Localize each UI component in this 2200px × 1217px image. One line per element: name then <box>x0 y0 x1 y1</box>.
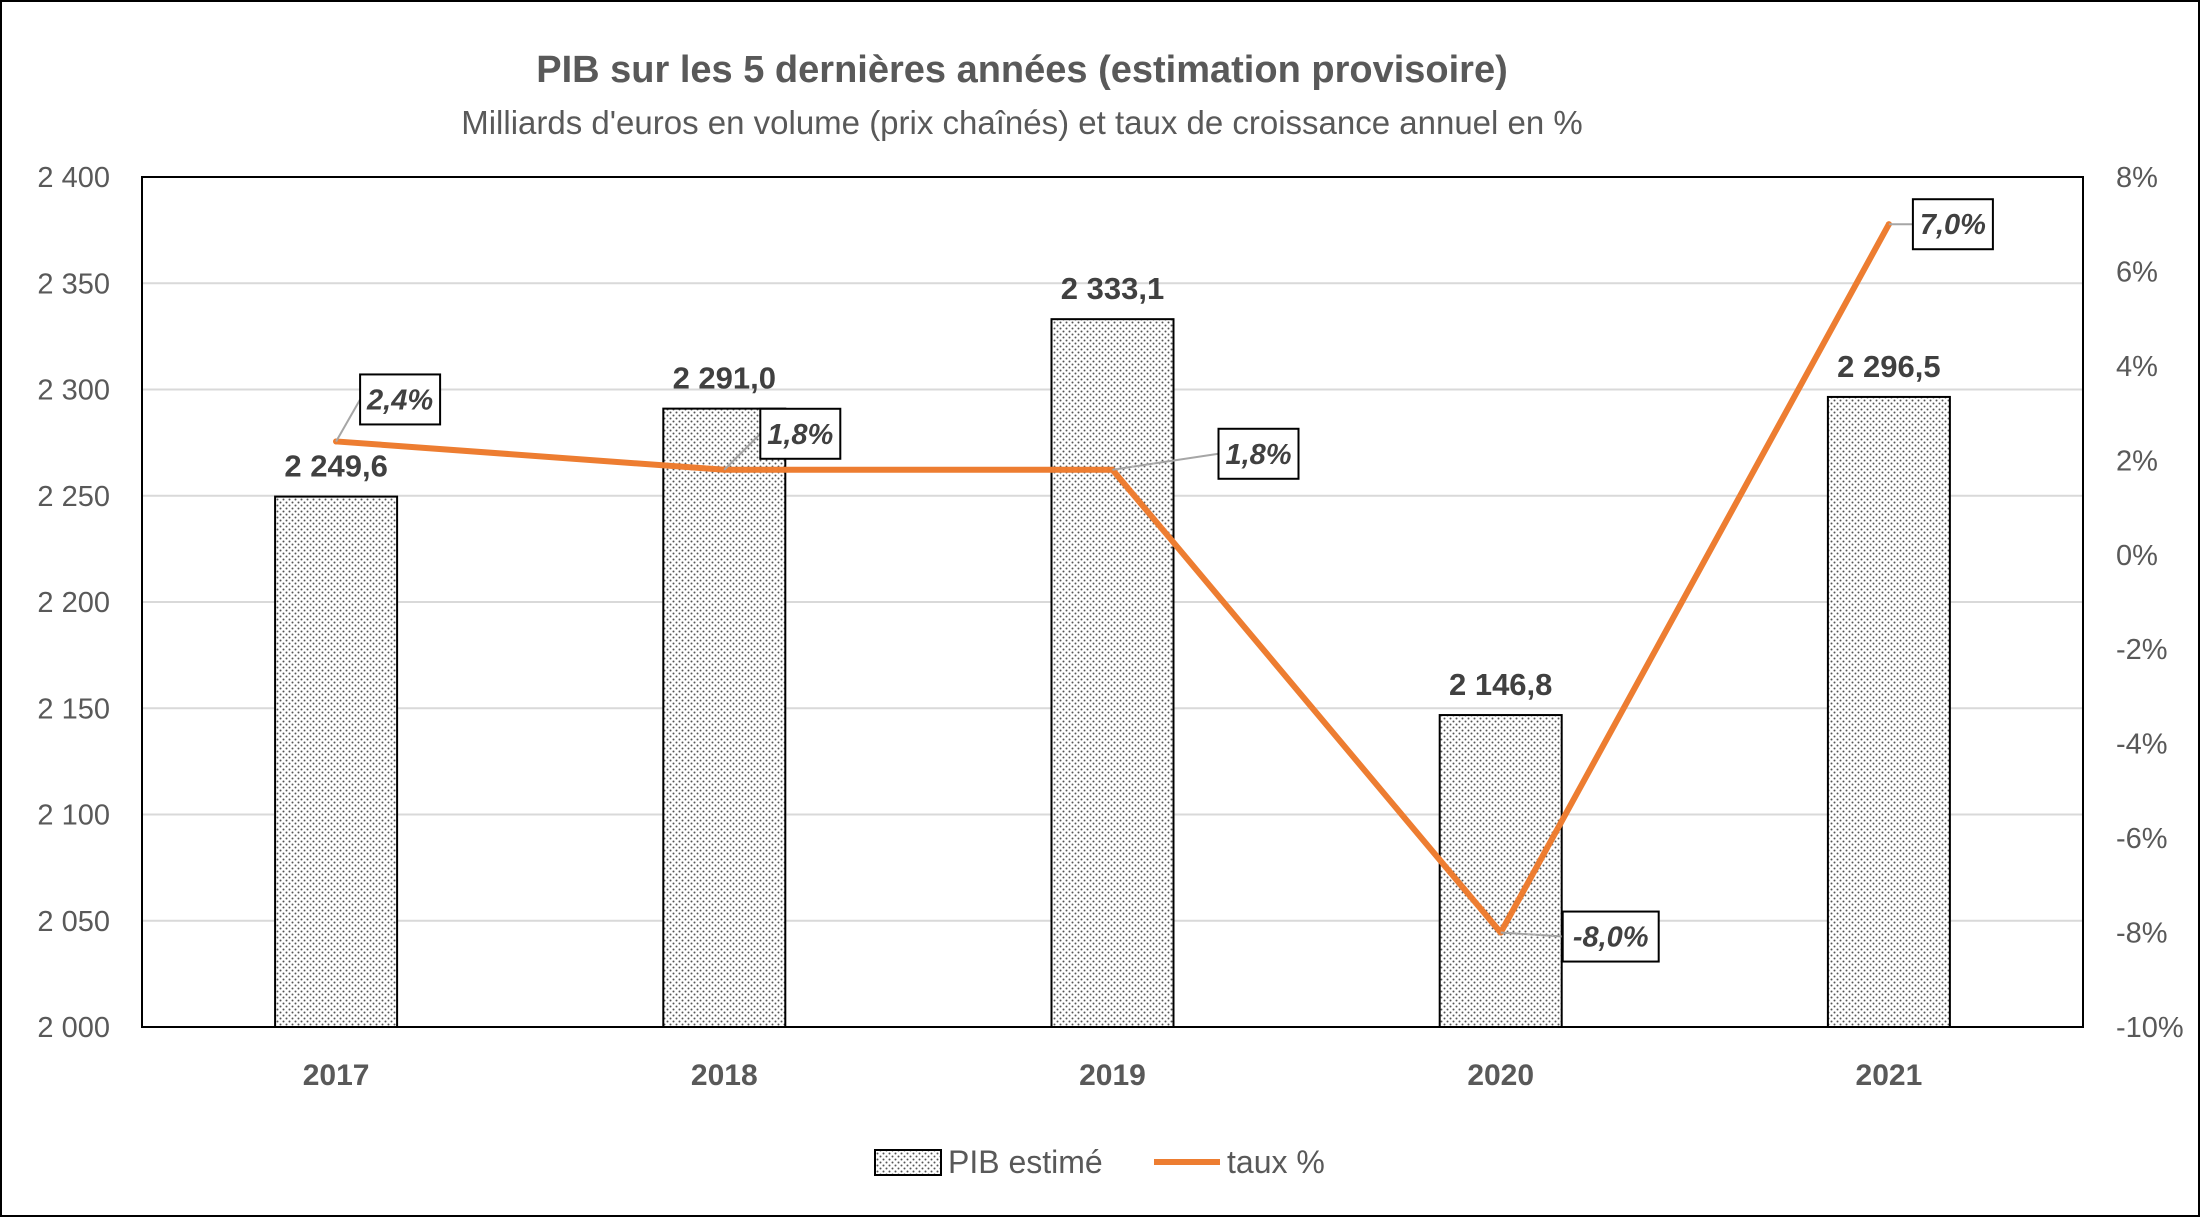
plot-area <box>141 176 2084 1028</box>
left-tick-label: 2 250 <box>37 481 110 513</box>
right-tick-label: 2% <box>2116 445 2158 477</box>
bar-value-label: 2 333,1 <box>1061 271 1164 306</box>
right-tick-label: -6% <box>2116 823 2168 855</box>
left-tick-label: 2 100 <box>37 800 110 832</box>
rate-value-label: 7,0% <box>1920 209 1986 241</box>
rate-leader-line <box>1112 452 1219 471</box>
right-tick-label: 8% <box>2116 162 2158 194</box>
right-tick-label: 6% <box>2116 256 2158 288</box>
rate-label-box <box>759 407 842 460</box>
data-labels: 2 249,6 2 291,0 2 333,1 2 146,8 2 296,5 2,4% 1… <box>284 198 1994 963</box>
right-tick-label: 4% <box>2116 351 2158 383</box>
bar-value-label: 2 291,0 <box>673 361 776 396</box>
rate-label-box <box>1561 910 1660 963</box>
legend-label-taux: taux % <box>1227 1144 1325 1180</box>
legend-label-pib: PIB estimé <box>948 1144 1103 1180</box>
right-axis: -10% -8% -6% -4% -2% 0% 2% 4% 6% 8% <box>2116 162 2184 1044</box>
bar <box>1050 318 1175 1029</box>
chart-title: PIB sur les 5 dernières années (estimati… <box>536 49 1507 91</box>
rate-value-label: 2,4% <box>366 384 433 416</box>
rate-leader-line <box>723 433 762 471</box>
rate-value-label: 1,8% <box>1225 439 1291 471</box>
category-label: 2017 <box>303 1059 370 1092</box>
right-tick-label: 0% <box>2116 540 2158 572</box>
category-label: 2020 <box>1467 1059 1534 1092</box>
rate-label-box <box>359 373 442 426</box>
left-tick-label: 2 000 <box>37 1012 110 1044</box>
right-tick-label: -8% <box>2116 918 2168 950</box>
left-tick-label: 2 400 <box>37 162 110 194</box>
rate-value-label: -8,0% <box>1573 922 1649 954</box>
category-label: 2019 <box>1079 1059 1146 1092</box>
right-tick-label: -4% <box>2116 729 2168 761</box>
bar-series <box>274 318 1951 1029</box>
right-tick-label: -2% <box>2116 634 2168 666</box>
left-tick-label: 2 150 <box>37 693 110 725</box>
right-tick-label: -10% <box>2116 1012 2184 1044</box>
rate-leader-line <box>335 398 361 442</box>
left-axis: 2 000 2 050 2 100 2 150 2 200 2 250 2 300 2 350… <box>37 162 110 1044</box>
bar <box>1438 714 1563 1028</box>
left-tick-label: 2 200 <box>37 587 110 619</box>
legend: PIB estimé taux % <box>874 1144 1325 1180</box>
bar <box>662 407 787 1028</box>
rate-leader-line <box>1500 931 1563 938</box>
left-tick-label: 2 350 <box>37 268 110 300</box>
bar <box>274 495 399 1029</box>
category-axis: 2017 2018 2019 2020 2021 <box>303 1059 1923 1092</box>
bar-value-label: 2 296,5 <box>1837 349 1940 384</box>
rate-label-box <box>1217 427 1300 480</box>
left-tick-label: 2 300 <box>37 375 110 407</box>
chart-subtitle: Milliards d'euros en volume (prix chaîné… <box>461 104 1583 141</box>
rate-value-label: 1,8% <box>767 419 833 451</box>
left-tick-label: 2 050 <box>37 906 110 938</box>
bar-value-label: 2 249,6 <box>284 449 387 484</box>
legend-swatch-pib <box>874 1149 942 1176</box>
bar <box>1826 395 1951 1028</box>
category-label: 2018 <box>691 1059 758 1092</box>
rate-label-box <box>1911 198 1994 251</box>
bar-value-label: 2 146,8 <box>1449 667 1552 702</box>
category-label: 2021 <box>1856 1059 1923 1092</box>
